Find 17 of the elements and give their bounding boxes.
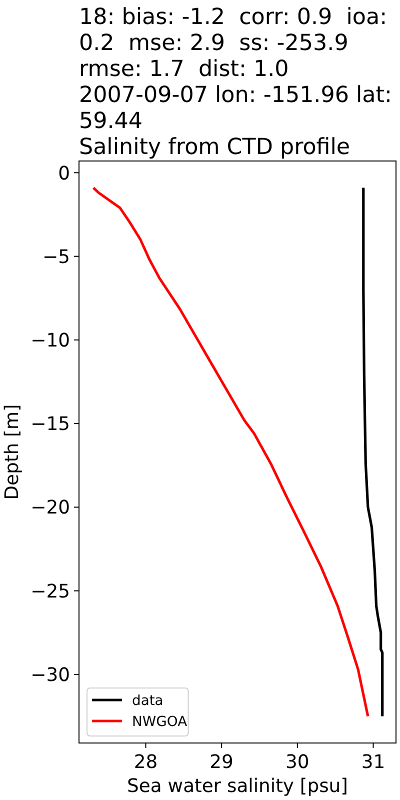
legend-label: NWGOA (132, 714, 188, 730)
y-tick-label: −30 (30, 664, 70, 686)
y-tick-label: −10 (30, 330, 70, 352)
y-axis-title: Depth [m] (2, 404, 23, 500)
chart-title: 18: bias: -1.2 corr: 0.9 ioa: 0.2 mse: 2.9 ss: -253.9 rmse: 1.7 dist: 1.0 2007-09-07 lon: -151.96 lat: 59.44 Salinity from CTD profile (79, 4, 392, 160)
y-tick-label: −15 (30, 414, 70, 436)
x-tick-label: 28 (134, 752, 158, 773)
y-tick-label: −25 (30, 581, 70, 602)
legend-label: data (132, 692, 164, 709)
x-axis-title: Sea water salinity [psu] (127, 776, 348, 797)
y-tick-label: −5 (42, 246, 70, 268)
line-series (362, 186, 384, 718)
x-tick-label: 30 (286, 752, 310, 773)
x-tick-label: 31 (361, 752, 386, 773)
y-tick-label: 0 (58, 163, 70, 184)
x-tick-label: 29 (210, 752, 234, 773)
y-tick-label: −20 (30, 498, 70, 519)
